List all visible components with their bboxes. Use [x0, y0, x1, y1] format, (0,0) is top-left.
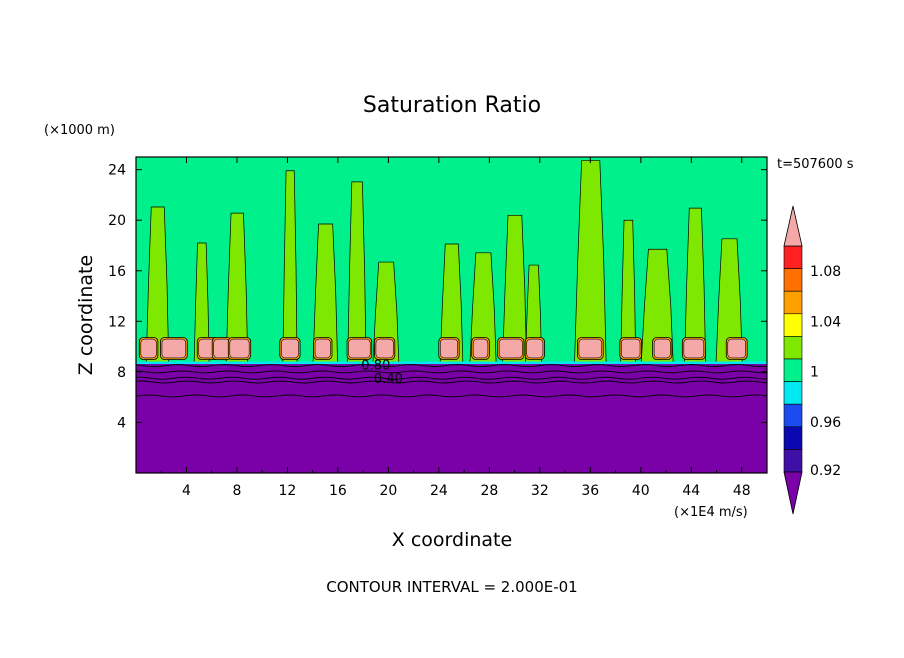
contour-labels: 0.800.40 — [361, 358, 403, 387]
x-tick-label: 20 — [379, 483, 397, 499]
plot-area — [136, 157, 767, 473]
cloud-cell — [439, 338, 458, 359]
cloud-cell — [140, 338, 157, 359]
colorbar-segment — [783, 403, 803, 428]
colorbar-segment — [783, 449, 803, 473]
colorbar-segment — [783, 336, 803, 360]
colorbar-segment — [783, 290, 803, 315]
cloud-cell — [161, 338, 187, 359]
x-tick-label: 8 — [232, 483, 241, 499]
colorbar-segment — [783, 245, 803, 269]
colorbar-segment — [783, 426, 803, 450]
cloud-cell — [498, 338, 523, 359]
contour-line — [136, 380, 767, 384]
y-axis-label: Z coordinate — [75, 255, 97, 375]
x-tick-label: 36 — [581, 483, 599, 499]
x-tick-label: 28 — [480, 483, 498, 499]
contour-line — [136, 376, 767, 380]
colorbar-tick-label: 1.04 — [810, 314, 841, 330]
x-tick-label: 24 — [430, 483, 448, 499]
contour-label: 0.40 — [374, 372, 403, 387]
y-axis: 4 8 12 16 20 24 — [108, 163, 767, 431]
x-tick-label: 44 — [682, 483, 700, 499]
colorbar-segment — [783, 381, 803, 405]
contour-interval-footer: CONTOUR INTERVAL = 2.000E-01 — [326, 578, 577, 596]
cloud-cell — [727, 338, 746, 359]
colorbar-tick-label: 1 — [810, 365, 819, 381]
chart-title: Saturation Ratio — [363, 93, 541, 118]
colorbar-tick-label: 0.92 — [810, 463, 841, 479]
cloud-cell — [348, 338, 371, 359]
interface-band — [136, 361, 767, 365]
y-tick-label: 24 — [108, 163, 126, 179]
cloud-cell — [683, 338, 705, 359]
cloud-cell — [578, 338, 603, 359]
y-tick-label: 4 — [117, 415, 126, 431]
colorbar-bottom-arrow — [783, 471, 803, 515]
time-label: t=507600 s — [777, 157, 854, 172]
cloud-cell — [375, 338, 394, 359]
x-tick-label: 4 — [182, 483, 191, 499]
colorbar-segment — [783, 313, 803, 337]
cloud-cell — [281, 338, 299, 359]
x-unit-label: (×1E4 m/s) — [674, 505, 748, 520]
cloud-cell — [229, 338, 250, 359]
plot-frame — [135, 156, 768, 474]
contour-line — [136, 364, 767, 368]
x-tick-label: 40 — [632, 483, 650, 499]
colorbar-tick-label: 1.08 — [810, 264, 841, 280]
colorbar-top-arrow — [783, 205, 803, 247]
x-tick-label: 16 — [329, 483, 347, 499]
x-tick-label: 12 — [279, 483, 297, 499]
y-unit-label: (×1000 m) — [44, 123, 115, 138]
y-tick-label: 16 — [108, 264, 126, 280]
colorbar-segment — [783, 358, 803, 382]
x-tick-label: 32 — [531, 483, 549, 499]
cloud-cell — [526, 338, 544, 359]
cloud-cell — [653, 338, 671, 359]
x-axis-label: X coordinate — [392, 529, 512, 551]
cloud-cell — [621, 338, 641, 359]
y-tick-label: 12 — [108, 314, 126, 330]
contour-label: 0.80 — [361, 358, 390, 373]
colorbar: 0.92 0.96 1 1.04 1.08 — [783, 205, 841, 515]
y-tick-label: 8 — [117, 365, 126, 381]
contour-line — [136, 370, 767, 374]
cloud-cell — [472, 338, 489, 359]
x-tick-label: 48 — [733, 483, 751, 499]
x-axis: 4 8 12 16 20 24 28 32 36 40 44 48 — [160, 157, 751, 499]
y-tick-label: 20 — [108, 213, 126, 229]
colorbar-segment — [783, 268, 803, 292]
colorbar-tick-label: 0.96 — [810, 415, 841, 431]
contour-line — [136, 394, 767, 398]
cloud-cell — [314, 338, 331, 359]
cloud-cell — [213, 338, 231, 359]
